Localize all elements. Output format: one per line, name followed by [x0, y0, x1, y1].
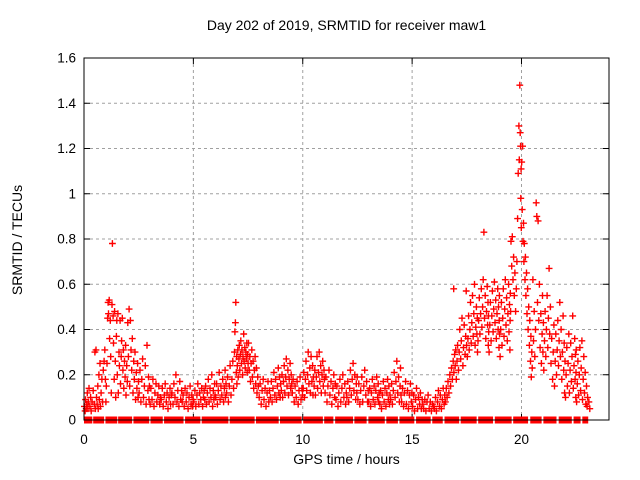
y-tick-label: 1 — [68, 186, 76, 201]
y-tick-label: 0.4 — [57, 322, 76, 337]
plot-border — [83, 57, 610, 421]
x-tick-label: 10 — [295, 432, 310, 447]
x-tick-label: 15 — [405, 432, 420, 447]
y-tick-label: 0.2 — [57, 367, 76, 382]
chart-title: Day 202 of 2019, SRMTID for receiver maw… — [206, 17, 487, 33]
y-tick-label: 0.8 — [57, 232, 76, 247]
y-tick-label: 1.4 — [57, 96, 76, 111]
y-tick-label: 0.6 — [57, 277, 76, 292]
x-axis-label: GPS time / hours — [293, 451, 400, 467]
y-tick-label: 0 — [68, 413, 76, 428]
x-tick-label: 0 — [80, 432, 88, 447]
x-tick-label: 20 — [514, 432, 529, 447]
y-tick-label: 1.6 — [57, 51, 76, 66]
x-tick-label: 5 — [190, 432, 198, 447]
y-tick-label: 1.2 — [57, 141, 76, 156]
scatter-points — [81, 81, 594, 415]
